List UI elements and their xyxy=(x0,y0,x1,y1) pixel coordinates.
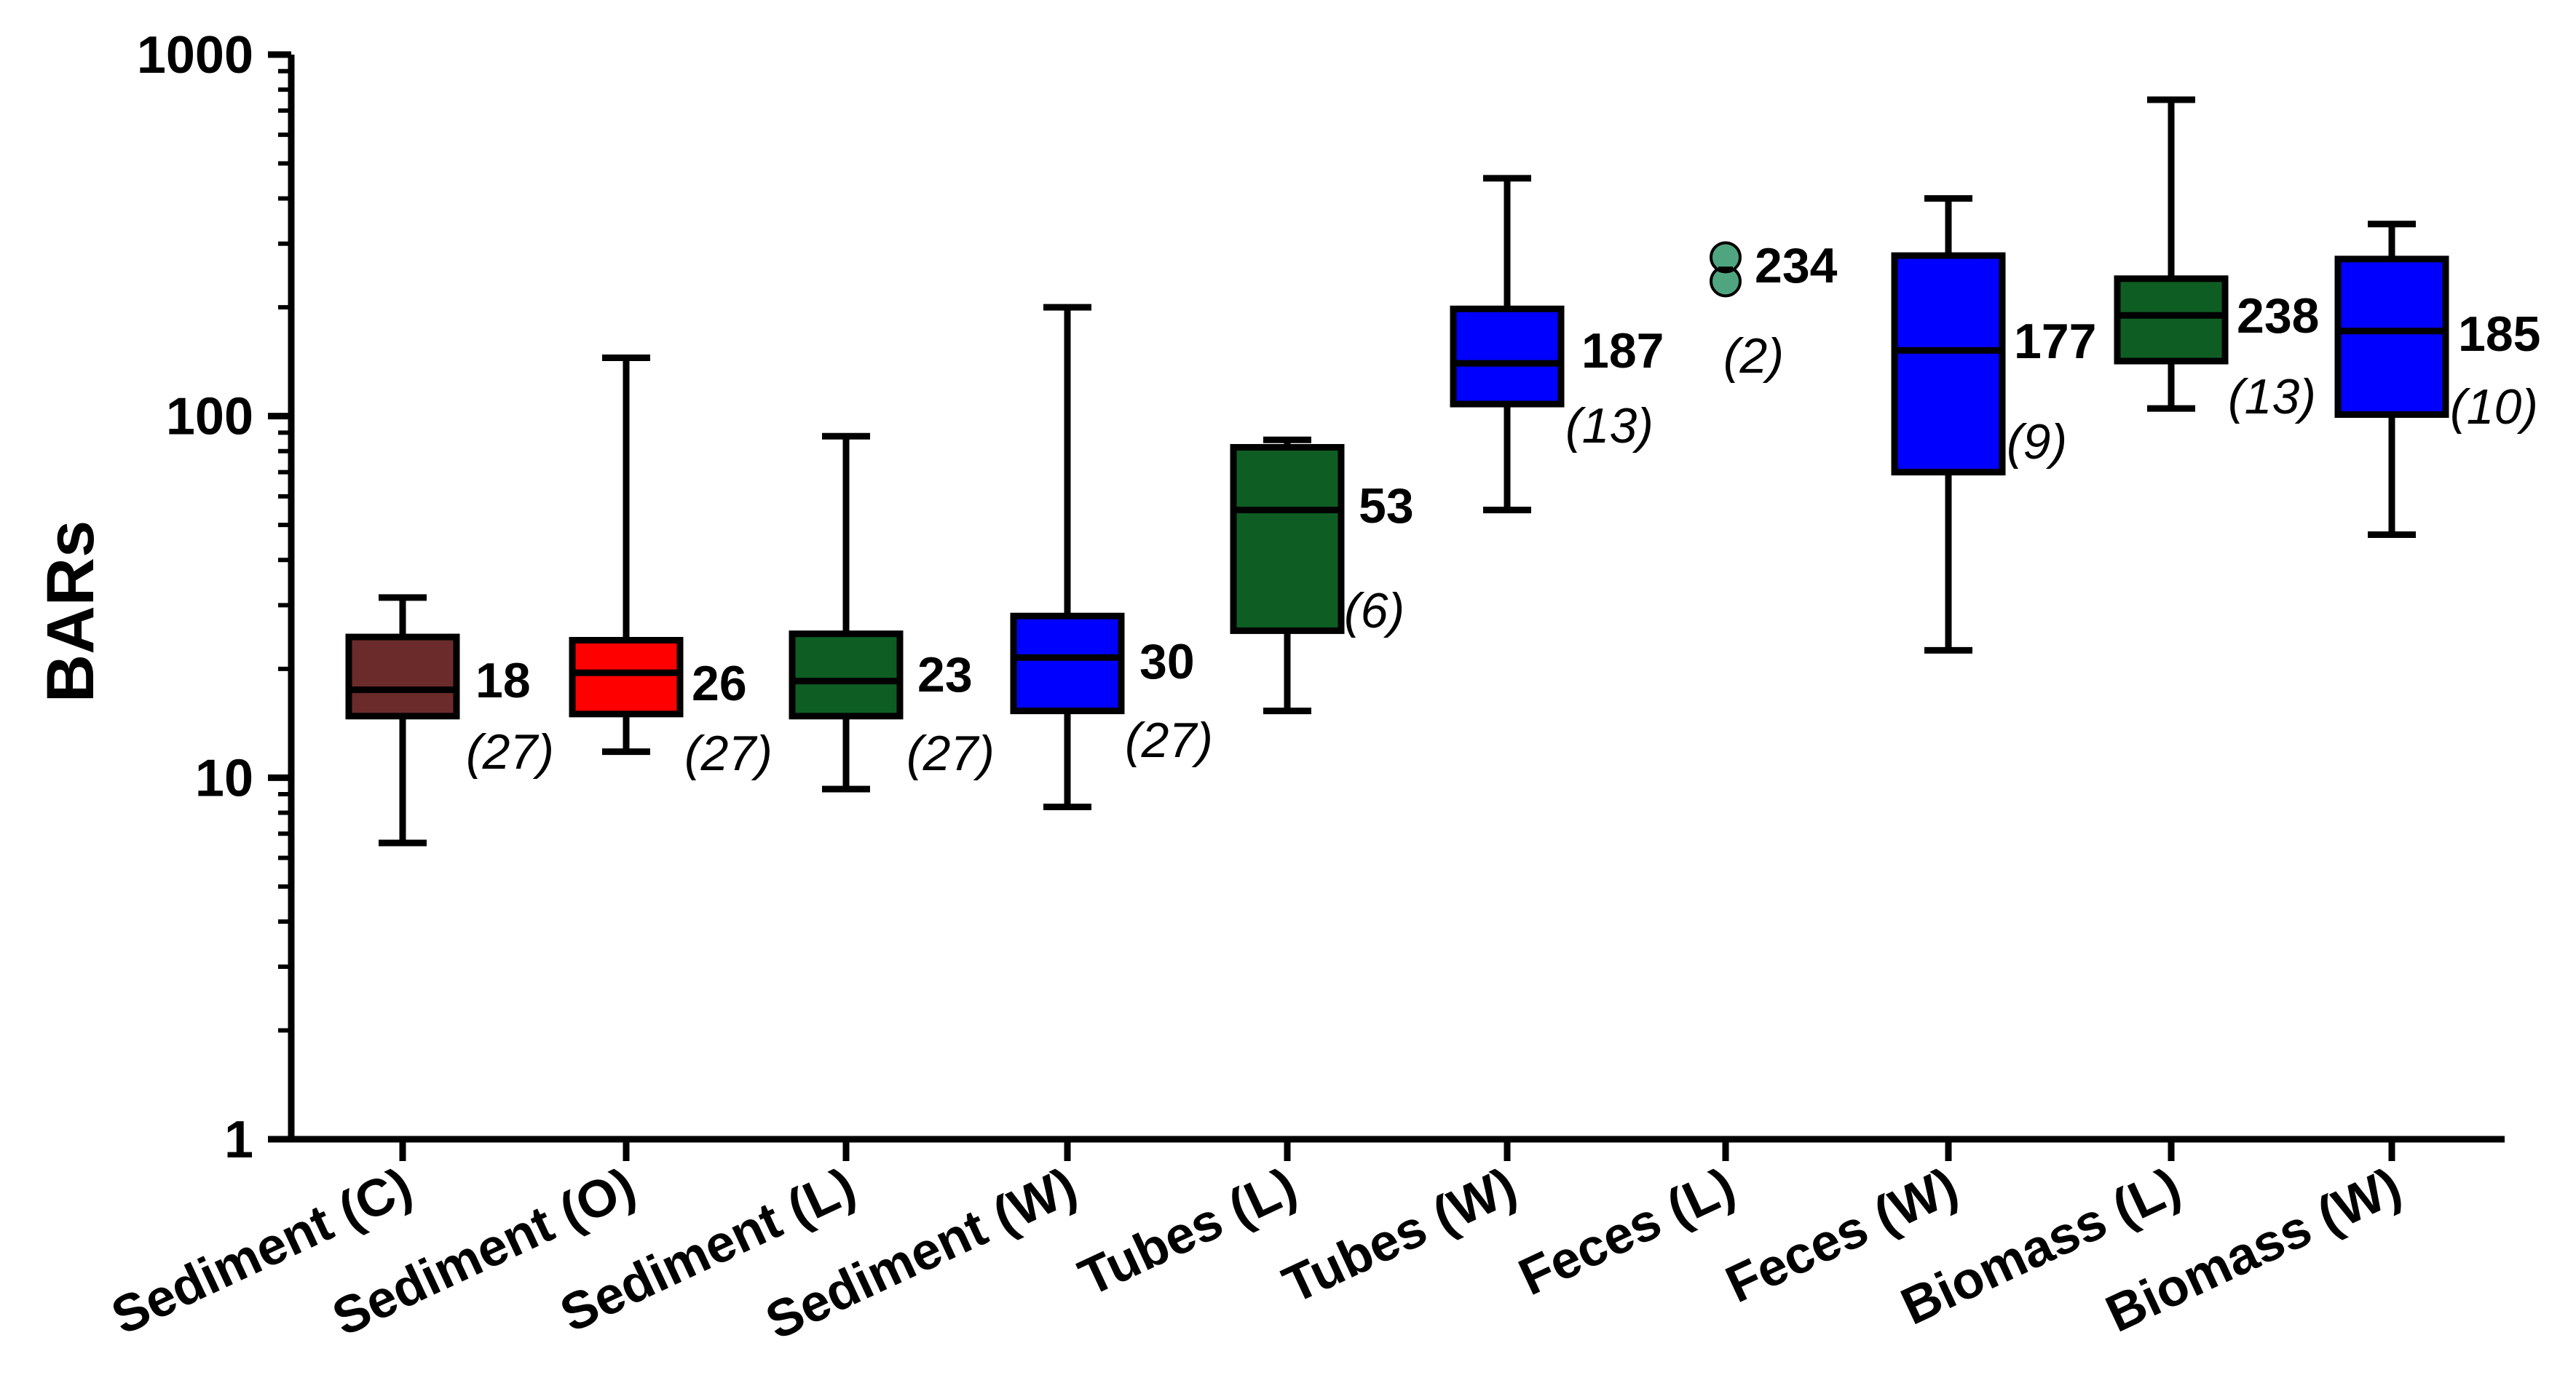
mean-label: 238 xyxy=(2237,288,2319,344)
count-label: (6) xyxy=(1344,583,1404,638)
count-label: (27) xyxy=(906,726,995,781)
mean-label: 53 xyxy=(1359,478,1414,534)
mean-label: 23 xyxy=(917,647,973,702)
y-tick-label: 1 xyxy=(224,1111,253,1169)
iqr-box xyxy=(2334,256,2449,419)
y-tick-label: 1000 xyxy=(137,26,253,84)
box-group xyxy=(1230,436,1345,715)
box-group xyxy=(1710,241,1742,298)
iqr-box xyxy=(1010,612,1125,715)
box-group xyxy=(1010,304,1125,811)
iqr-box xyxy=(345,633,460,720)
mean-label: 18 xyxy=(475,653,531,708)
box-group xyxy=(345,594,460,847)
count-label: (13) xyxy=(1565,398,1654,454)
labels: 18 (27) 26 (27) 23 (27) 30 (27) 53 (6) 187 (13) 234 (… xyxy=(466,238,2540,781)
y-tick-label: 100 xyxy=(166,388,253,446)
count-label: (10) xyxy=(2450,379,2538,435)
count-label: (2) xyxy=(1723,328,1784,384)
count-label: (27) xyxy=(466,724,554,780)
mean-label: 185 xyxy=(2458,306,2540,362)
data-point xyxy=(1710,241,1742,274)
count-label: (27) xyxy=(684,726,773,781)
count-label: (13) xyxy=(2228,369,2316,424)
mean-label: 177 xyxy=(2014,314,2096,369)
box-group xyxy=(569,355,684,756)
box-group xyxy=(2114,96,2229,412)
x-tick-label: Tubes (W) xyxy=(1274,1157,1525,1315)
y-tick-label: 10 xyxy=(195,749,253,807)
x-tick-label: Tubes (L) xyxy=(1070,1157,1305,1307)
y-axis-label: BARs xyxy=(33,520,108,702)
boxes xyxy=(345,96,2449,847)
mean-label: 30 xyxy=(1139,634,1195,689)
box-group xyxy=(1450,175,1565,514)
box-group xyxy=(2334,221,2449,539)
box-group xyxy=(789,432,904,793)
box-group xyxy=(1891,195,2006,654)
mean-label: 187 xyxy=(1581,323,1664,379)
iqr-box xyxy=(1230,443,1345,634)
count-label: (9) xyxy=(2007,414,2067,470)
mean-label: 234 xyxy=(1755,238,1838,293)
x-tick-label: Feces (L) xyxy=(1510,1157,1743,1307)
mean-label: 26 xyxy=(692,656,747,711)
iqr-box xyxy=(569,636,684,718)
iqr-box xyxy=(1891,252,2006,476)
iqr-box xyxy=(789,630,904,720)
iqr-box xyxy=(1450,305,1565,408)
iqr-box xyxy=(2114,275,2229,365)
count-label: (27) xyxy=(1125,713,1213,768)
